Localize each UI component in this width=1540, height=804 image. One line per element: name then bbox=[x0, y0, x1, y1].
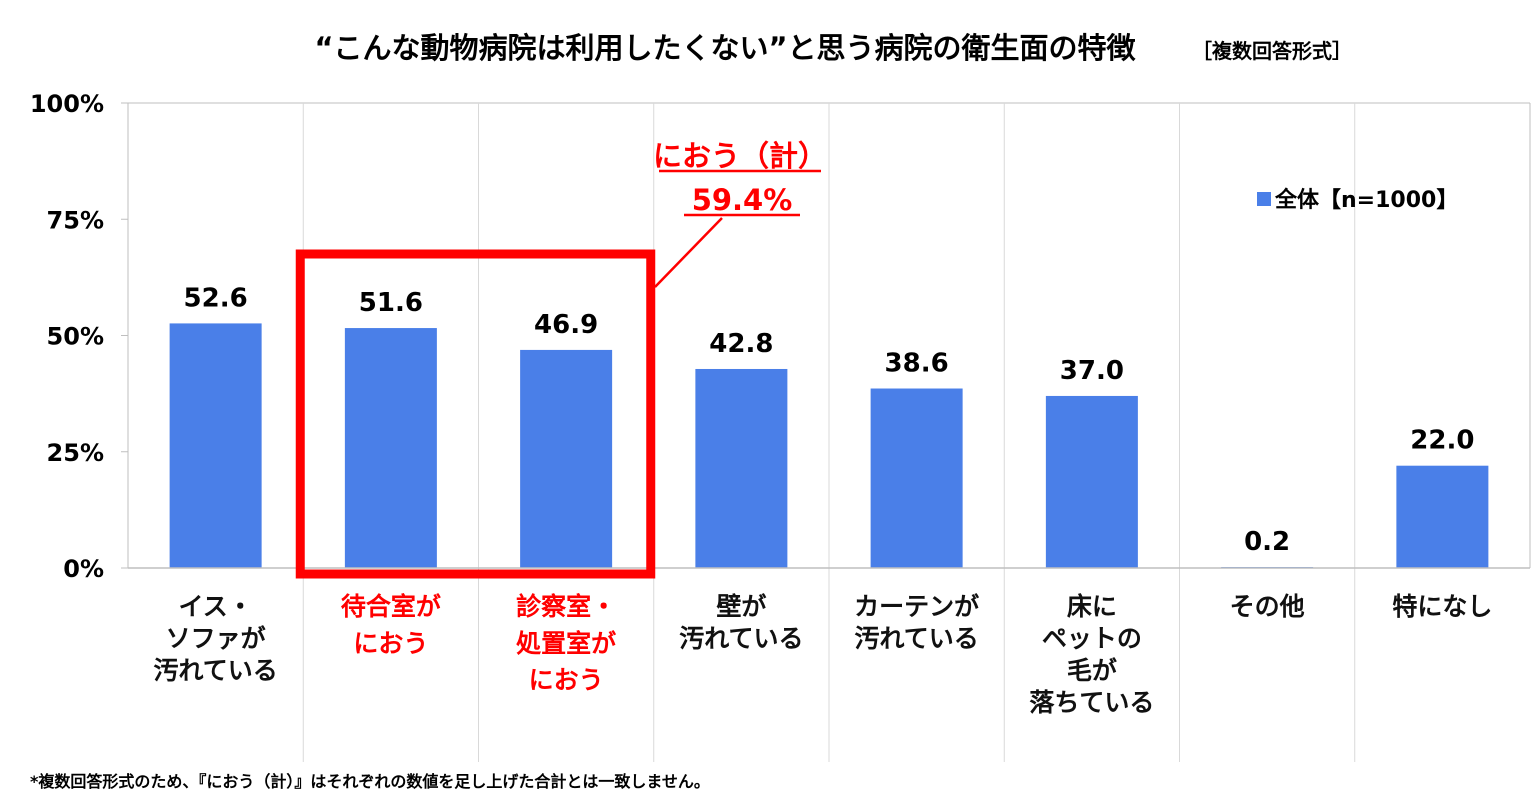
category-label-line: 落ちている bbox=[1029, 688, 1154, 717]
category-label-line: ペットの bbox=[1042, 624, 1142, 653]
callout: におう（計） 59.4% bbox=[653, 139, 827, 288]
highlight-box bbox=[295, 249, 656, 579]
category-label-line: 処置室が bbox=[516, 629, 616, 658]
category-label: 床にペットの毛が落ちている bbox=[1029, 592, 1154, 717]
category-label: カーテンが汚れている bbox=[854, 592, 979, 653]
category-label: 特になし bbox=[1392, 592, 1492, 621]
callout-value: 59.4% bbox=[692, 183, 793, 217]
y-tick-label: 50% bbox=[47, 323, 104, 351]
data-label: 38.6 bbox=[885, 349, 949, 379]
category-label-line: 特になし bbox=[1392, 592, 1492, 621]
category-label-line: ソファが bbox=[166, 624, 266, 653]
bar bbox=[169, 323, 262, 568]
category-label-line: 壁が bbox=[716, 592, 766, 621]
plot-area: 0%25%50%75%100%52.6イス・ソファが汚れている51.6待合室がに… bbox=[30, 90, 1531, 762]
legend-swatch bbox=[1257, 192, 1271, 206]
legend-label: 全体【n=1000】 bbox=[1274, 187, 1458, 213]
data-label: 37.0 bbox=[1060, 356, 1124, 386]
category-label-line: 診察室・ bbox=[516, 592, 616, 621]
bar bbox=[520, 349, 613, 568]
category-label: イス・ソファが汚れている bbox=[153, 592, 277, 685]
y-tick-label: 75% bbox=[47, 206, 104, 234]
category-label-line: イス・ bbox=[178, 592, 252, 621]
category-label-line: におう bbox=[353, 629, 428, 658]
data-label: 46.9 bbox=[534, 310, 598, 340]
data-label: 51.6 bbox=[359, 288, 423, 318]
category-label-line: 汚れている bbox=[854, 624, 978, 653]
bar bbox=[1396, 465, 1489, 568]
bar bbox=[695, 368, 788, 568]
category-label: 診察室・処置室がにおう bbox=[516, 592, 616, 695]
legend: 全体【n=1000】 bbox=[1257, 187, 1458, 213]
y-tick-label: 100% bbox=[30, 90, 104, 118]
bar bbox=[344, 328, 437, 568]
chart-subtitle: ［複数回答形式］ bbox=[1192, 39, 1352, 63]
category-label: 壁が汚れている bbox=[679, 592, 803, 653]
callout-leader-line bbox=[654, 217, 723, 288]
category-label-line: 汚れている bbox=[679, 624, 803, 653]
data-label: 42.8 bbox=[709, 329, 773, 359]
category-label-line: 待合室が bbox=[341, 592, 441, 621]
category-label-line: 汚れている bbox=[153, 656, 277, 685]
y-tick-label: 0% bbox=[63, 555, 104, 583]
y-tick-label: 25% bbox=[47, 439, 104, 467]
data-label: 22.0 bbox=[1410, 426, 1474, 456]
data-label: 0.2 bbox=[1244, 527, 1290, 557]
category-label-line: におう bbox=[529, 666, 604, 695]
data-label: 52.6 bbox=[184, 283, 248, 313]
category-label-line: その他 bbox=[1230, 592, 1305, 621]
category-label-line: カーテンが bbox=[854, 592, 979, 621]
footnote: *複数回答形式のため、『におう（計）』はそれぞれの数値を足し上げた合計とは一致し… bbox=[30, 772, 710, 791]
category-label-line: 床に bbox=[1067, 592, 1117, 621]
category-label: その他 bbox=[1230, 592, 1305, 621]
bar bbox=[870, 388, 963, 568]
callout-label: におう（計） bbox=[653, 139, 827, 173]
category-label-line: 毛が bbox=[1067, 656, 1117, 685]
category-label: 待合室がにおう bbox=[341, 592, 441, 658]
bar bbox=[1045, 395, 1138, 568]
chart-title: “こんな動物病院は利用したくない”と思う病院の衛生面の特徴 bbox=[314, 31, 1136, 65]
